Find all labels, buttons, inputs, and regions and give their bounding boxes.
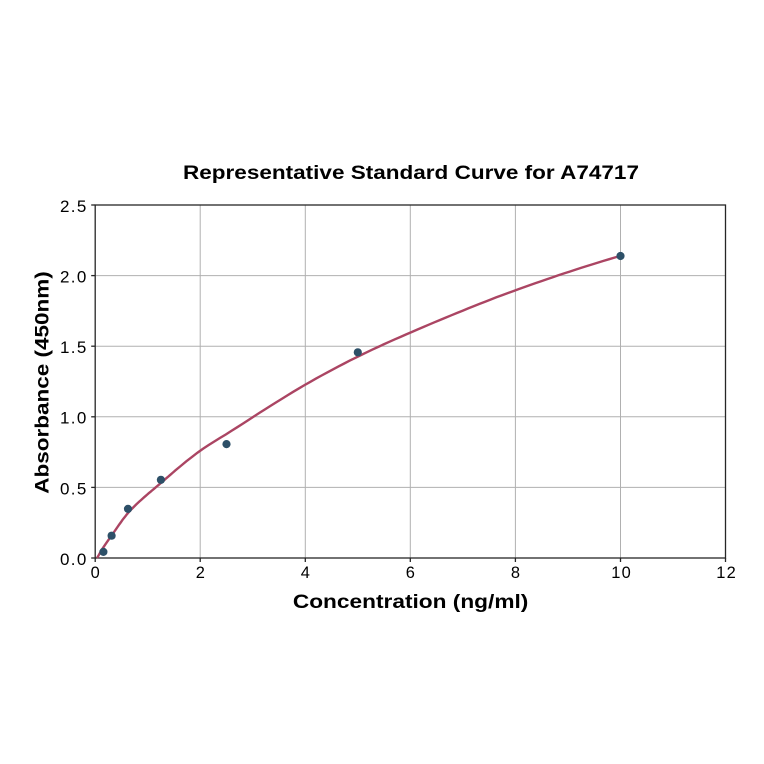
svg-text:0.0: 0.0 xyxy=(60,550,88,569)
svg-text:2.5: 2.5 xyxy=(60,197,88,216)
svg-text:2.0: 2.0 xyxy=(60,268,88,287)
svg-text:10: 10 xyxy=(611,563,632,582)
svg-text:Representative Standard Curve: Representative Standard Curve for A74717 xyxy=(183,162,639,184)
svg-text:0: 0 xyxy=(91,563,101,582)
svg-text:1.5: 1.5 xyxy=(60,338,88,357)
svg-text:8: 8 xyxy=(511,563,521,582)
svg-text:0.5: 0.5 xyxy=(60,479,88,498)
svg-text:Concentration (ng/ml): Concentration (ng/ml) xyxy=(293,591,529,613)
svg-text:12: 12 xyxy=(716,563,737,582)
svg-text:4: 4 xyxy=(301,563,311,582)
svg-text:2: 2 xyxy=(196,563,206,582)
svg-text:6: 6 xyxy=(406,563,416,582)
svg-text:Absorbance (450nm): Absorbance (450nm) xyxy=(32,271,54,494)
svg-text:1.0: 1.0 xyxy=(60,409,88,428)
